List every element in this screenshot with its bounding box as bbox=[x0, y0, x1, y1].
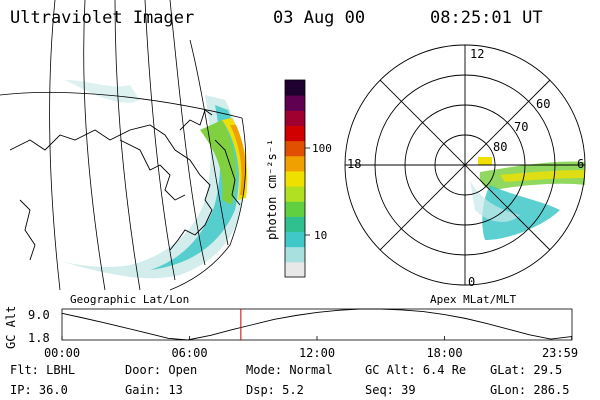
lat-label-70: 70 bbox=[514, 120, 528, 134]
colorbar-cell bbox=[285, 231, 305, 248]
status-gain: Gain: 13 bbox=[125, 383, 183, 397]
colorbar-cell bbox=[285, 110, 305, 126]
status-seq: Seq: 39 bbox=[365, 383, 416, 397]
colorbar-frame bbox=[284, 79, 306, 278]
polar-grid bbox=[344, 44, 586, 286]
colorbar-tick-label: 10 bbox=[314, 229, 327, 242]
lat-label-60: 60 bbox=[536, 97, 550, 111]
map-grid bbox=[0, 0, 247, 291]
status-mode: Mode: Normal bbox=[246, 363, 333, 377]
polar-caption: Apex MLat/MLT bbox=[430, 293, 516, 306]
polar-aurora bbox=[470, 157, 585, 240]
mlt-label-18: 18 bbox=[347, 157, 361, 171]
colorbar-cell bbox=[285, 201, 305, 217]
mlt-label-6: 6 bbox=[577, 157, 584, 171]
x-ticks: 00:00 06:00 12:00 18:00 23:59 bbox=[44, 336, 578, 360]
x-tick-label: 06:00 bbox=[171, 346, 207, 360]
colorbar-label: photon cm⁻²s⁻¹ bbox=[265, 139, 279, 240]
altitude-curve bbox=[61, 308, 572, 341]
aurora-emission-map bbox=[40, 80, 248, 279]
geographic-map: Geographic Lat/Lon bbox=[0, 0, 248, 306]
y-tick-label: 9.0 bbox=[28, 308, 50, 322]
colorbar-cell bbox=[285, 261, 305, 278]
mlt-label-12: 12 bbox=[470, 47, 484, 61]
x-tick-label: 23:59 bbox=[542, 346, 578, 360]
map-caption: Geographic Lat/Lon bbox=[70, 293, 189, 306]
timeline-frame bbox=[61, 308, 573, 341]
status-glat: GLat: 29.5 bbox=[490, 363, 563, 377]
colorbar-cell bbox=[285, 140, 305, 157]
x-tick-label: 18:00 bbox=[426, 346, 462, 360]
polar-plot: 12 18 6 0 60 70 80 Apex MLat/MLT bbox=[344, 44, 586, 306]
y-tick-label: 1.8 bbox=[28, 331, 50, 345]
lat-label-80: 80 bbox=[493, 140, 507, 154]
date-label: 03 Aug 00 bbox=[273, 8, 366, 28]
status-ip: IP: 36.0 bbox=[10, 383, 68, 397]
time-label: 08:25:01 UT bbox=[430, 8, 543, 28]
altitude-timeline: GC Alt 9.0 1.8 00:00 06:00 12:00 18:00 23:59 bbox=[4, 306, 578, 360]
x-tick-label: 00:00 bbox=[44, 346, 80, 360]
status-dsp: Dsp: 5.2 bbox=[246, 383, 304, 397]
colorbar-cell bbox=[285, 95, 305, 111]
colorbar-cell bbox=[285, 155, 305, 172]
colorbar-tick-label: 100 bbox=[312, 142, 332, 155]
status-flt: Flt: LBHL bbox=[10, 363, 76, 377]
status-door: Door: Open bbox=[125, 363, 198, 377]
colorbar-cell bbox=[285, 170, 305, 187]
title: Ultraviolet Imager bbox=[10, 8, 195, 28]
colorbar-cell bbox=[285, 125, 305, 142]
status-gc-alt: GC Alt: 6.4 Re bbox=[365, 363, 467, 377]
colorbar-cells bbox=[285, 80, 305, 278]
mlt-label-0: 0 bbox=[468, 275, 475, 289]
colorbar: 100 10 photon cm⁻²s⁻¹ bbox=[265, 79, 332, 278]
x-tick-label: 12:00 bbox=[299, 346, 335, 360]
colorbar-cell bbox=[285, 216, 305, 233]
status-glon: GLon: 286.5 bbox=[490, 383, 570, 397]
colorbar-cell bbox=[285, 246, 305, 263]
timeline-ylabel: GC Alt bbox=[4, 306, 18, 349]
colorbar-cell bbox=[285, 186, 305, 202]
colorbar-cell bbox=[285, 80, 305, 96]
